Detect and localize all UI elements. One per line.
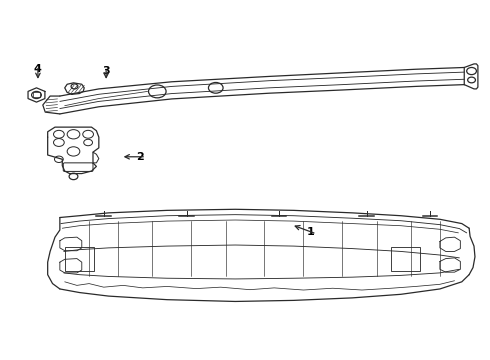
Bar bbox=[33, 93, 40, 98]
Text: 1: 1 bbox=[307, 227, 315, 237]
Text: 2: 2 bbox=[136, 152, 144, 162]
Bar bbox=[65, 247, 94, 271]
Text: 4: 4 bbox=[34, 64, 42, 74]
Text: 3: 3 bbox=[102, 66, 110, 76]
Bar bbox=[391, 247, 420, 271]
